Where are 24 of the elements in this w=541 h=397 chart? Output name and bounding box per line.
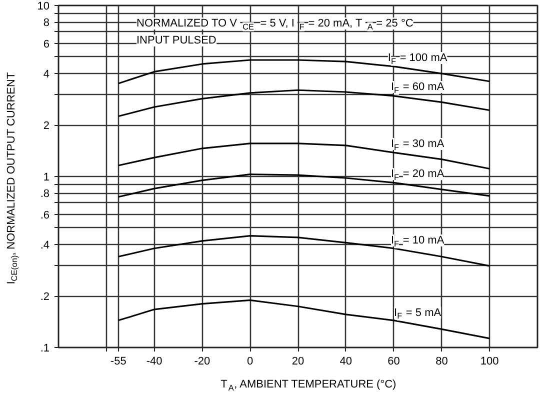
line-series [118,299,490,340]
y-tick-label: 8 [43,17,50,30]
x-tick-label: 60 [388,356,400,368]
x-tick-label: 20 [292,356,304,368]
x-tick-label: -20 [194,356,210,368]
x-tick-label: 100 [480,356,499,368]
y-tick-label: .1 [40,342,50,354]
y-tick-label: .6 [40,209,50,222]
annotation: INPUT PULSED [136,34,216,46]
y-tick-label: 2 [43,120,50,132]
y-axis-title: ICE(on), NORMALIZED OUTPUT CURRENT [5,72,20,284]
y-tick-label: 4 [43,68,50,81]
x-tick-label: -55 [110,356,126,368]
x-tick-label: -40 [146,356,162,368]
y-tick-label: 10 [37,0,50,12]
x-tick-label: 80 [436,356,448,368]
x-tick-label: 40 [340,356,352,368]
y-tick-label: 6 [43,38,50,50]
y-tick-label: .8 [40,188,50,200]
y-tick-label: 1 [43,172,50,184]
x-tick-label: 0 [247,356,254,368]
y-tick-label: .2 [40,291,50,304]
line-series [118,235,490,267]
y-tick-label: .4 [40,240,50,252]
